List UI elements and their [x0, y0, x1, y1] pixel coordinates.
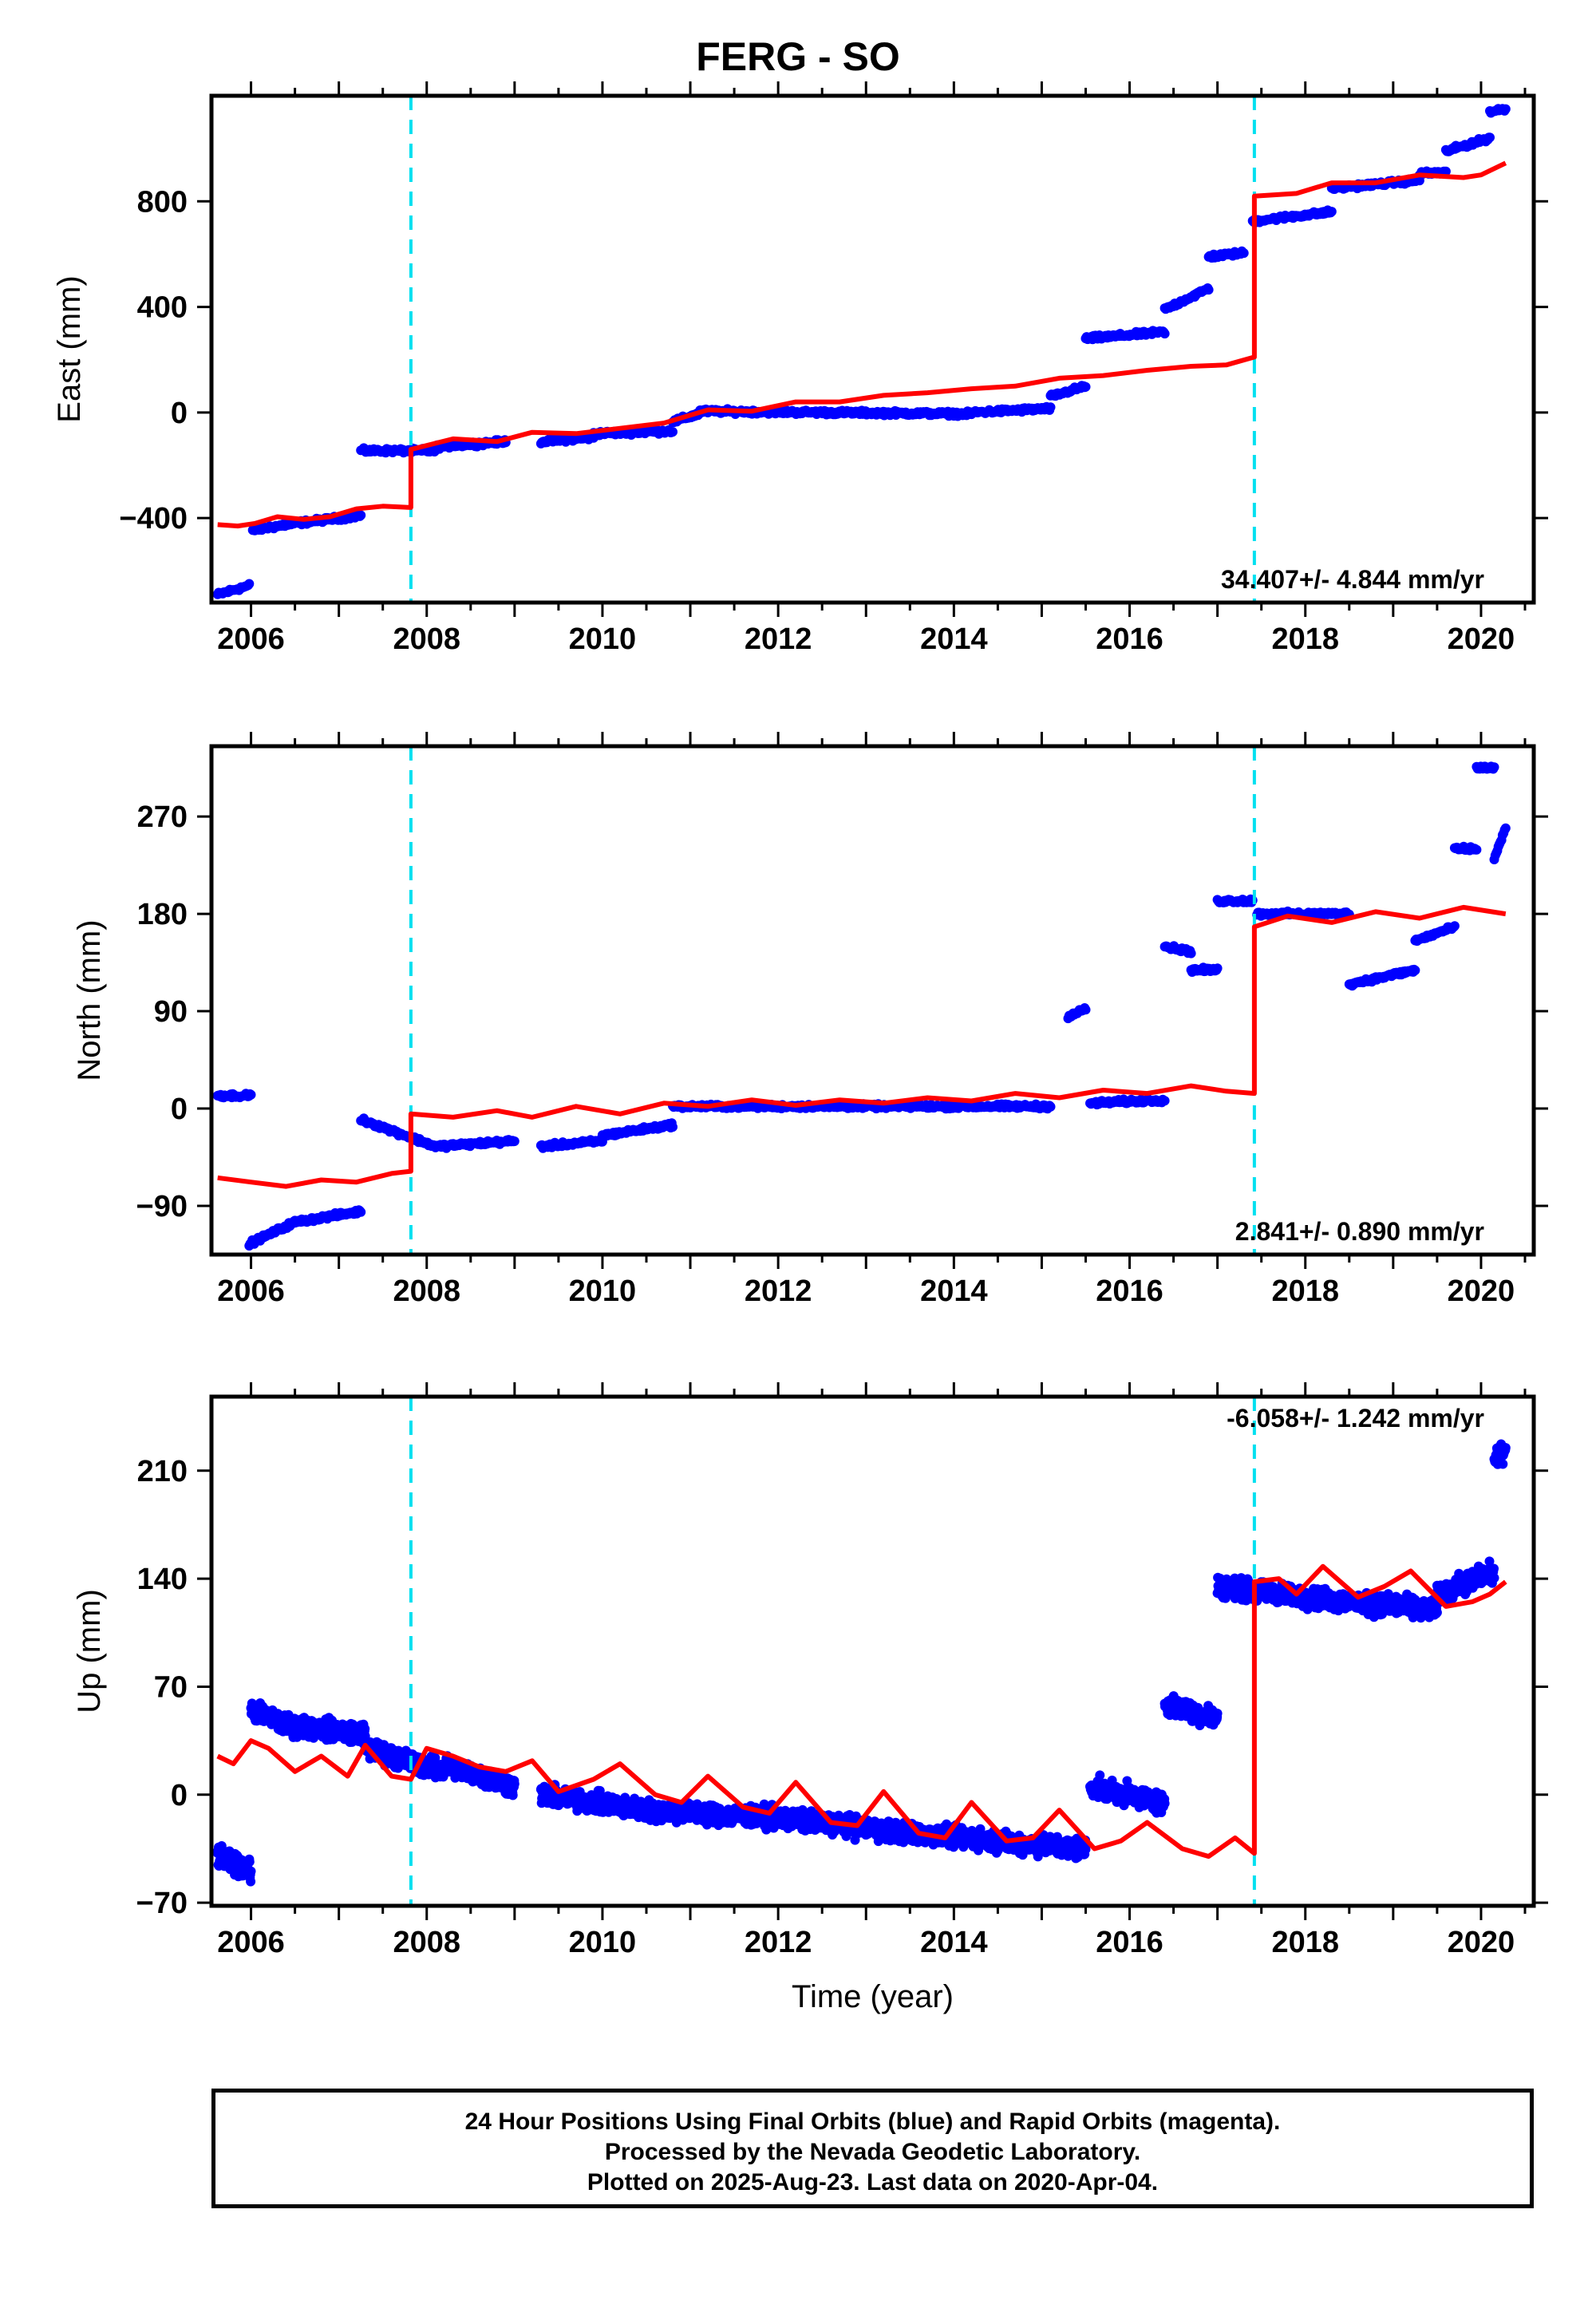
data-point — [509, 1779, 519, 1789]
y-tick-label: 800 — [137, 185, 188, 219]
data-point — [1449, 921, 1460, 931]
data-point — [1080, 1005, 1091, 1015]
panel-1: 2006 2008 2010 2012 2014 2016 2018 2020 −400 0 400… — [52, 81, 1548, 656]
data-point — [1045, 1101, 1056, 1112]
data-point — [1238, 248, 1249, 259]
y-tick-label: 0 — [171, 1093, 188, 1126]
data-point — [668, 1122, 678, 1132]
data-point — [1247, 895, 1258, 906]
y-tick-label: 90 — [154, 995, 188, 1029]
x-tick-label: 2016 — [1096, 1275, 1163, 1308]
x-tick-label: 2010 — [569, 1275, 637, 1308]
y-tick-label: 400 — [137, 291, 188, 325]
model-line — [217, 160, 1507, 529]
x-tick-label: 2008 — [393, 1275, 460, 1308]
panel-2: 2006 2008 2010 2012 2014 2016 2018 2020 −90 0 90 18… — [72, 732, 1548, 1308]
y-tick-label: −90 — [136, 1190, 188, 1223]
data-point — [1080, 381, 1091, 392]
x-tick-label: 2016 — [1096, 622, 1163, 656]
observation-points — [212, 761, 1511, 1251]
x-tick-label: 2008 — [393, 622, 460, 656]
data-point — [1212, 963, 1223, 974]
plot-frame — [209, 93, 1536, 605]
rate-annotation: 2.841+/- 0.890 mm/yr — [1235, 1217, 1484, 1246]
data-point — [1045, 402, 1056, 413]
data-point — [244, 1856, 255, 1867]
y-tick-label: 270 — [137, 800, 188, 834]
observation-points — [212, 104, 1511, 599]
x-tick-label: 2020 — [1448, 622, 1515, 656]
data-point — [1159, 1096, 1170, 1106]
x-tick-label: 2012 — [745, 622, 812, 656]
y-tick-label: 0 — [171, 397, 188, 430]
y-tick-label: 180 — [137, 898, 188, 931]
data-point — [1500, 104, 1511, 114]
data-point — [356, 510, 366, 520]
y-axis-label: North (mm) — [72, 919, 107, 1081]
x-tick-label: 2018 — [1271, 622, 1339, 656]
x-tick-label: 2012 — [745, 1275, 812, 1308]
data-point — [668, 427, 678, 437]
data-point — [356, 1207, 366, 1217]
x-tick-label: 2014 — [920, 622, 988, 656]
data-point — [1485, 132, 1495, 143]
x-tick-label: 2018 — [1271, 1275, 1339, 1308]
data-point — [1186, 948, 1196, 958]
x-tick-label: 2010 — [569, 622, 637, 656]
data-point — [1159, 329, 1170, 339]
data-point — [246, 1089, 256, 1100]
data-point — [244, 579, 255, 589]
data-point — [1203, 285, 1214, 295]
data-point — [246, 1876, 256, 1887]
y-axis-label: East (mm) — [52, 275, 87, 422]
panel-3: 2006 2008 2010 2012 2014 2016 2018 2020−7007014… — [72, 1382, 1548, 1959]
data-point — [509, 1136, 519, 1146]
data-point — [1489, 762, 1499, 773]
x-tick-label: 2006 — [217, 622, 285, 656]
data-point — [1326, 207, 1337, 217]
time-series-chart: 2006 2008 2010 2012 2014 2016 2018 2020 −400 0 400… — [52, 81, 1548, 2014]
data-point — [1472, 844, 1482, 855]
rate-annotation: 34.407+/- 4.844 mm/yr — [1221, 565, 1484, 594]
y-tick-label: −400 — [119, 502, 188, 536]
data-point — [246, 1866, 256, 1876]
x-tick-label: 2014 — [920, 1275, 988, 1308]
data-point — [1410, 965, 1420, 975]
x-tick-label: 2006 — [217, 1275, 285, 1308]
x-tick-label: 2020 — [1448, 1275, 1515, 1308]
chart-title: FERG - SO — [696, 34, 900, 79]
data-point — [1500, 823, 1511, 833]
data-point — [1440, 166, 1451, 176]
